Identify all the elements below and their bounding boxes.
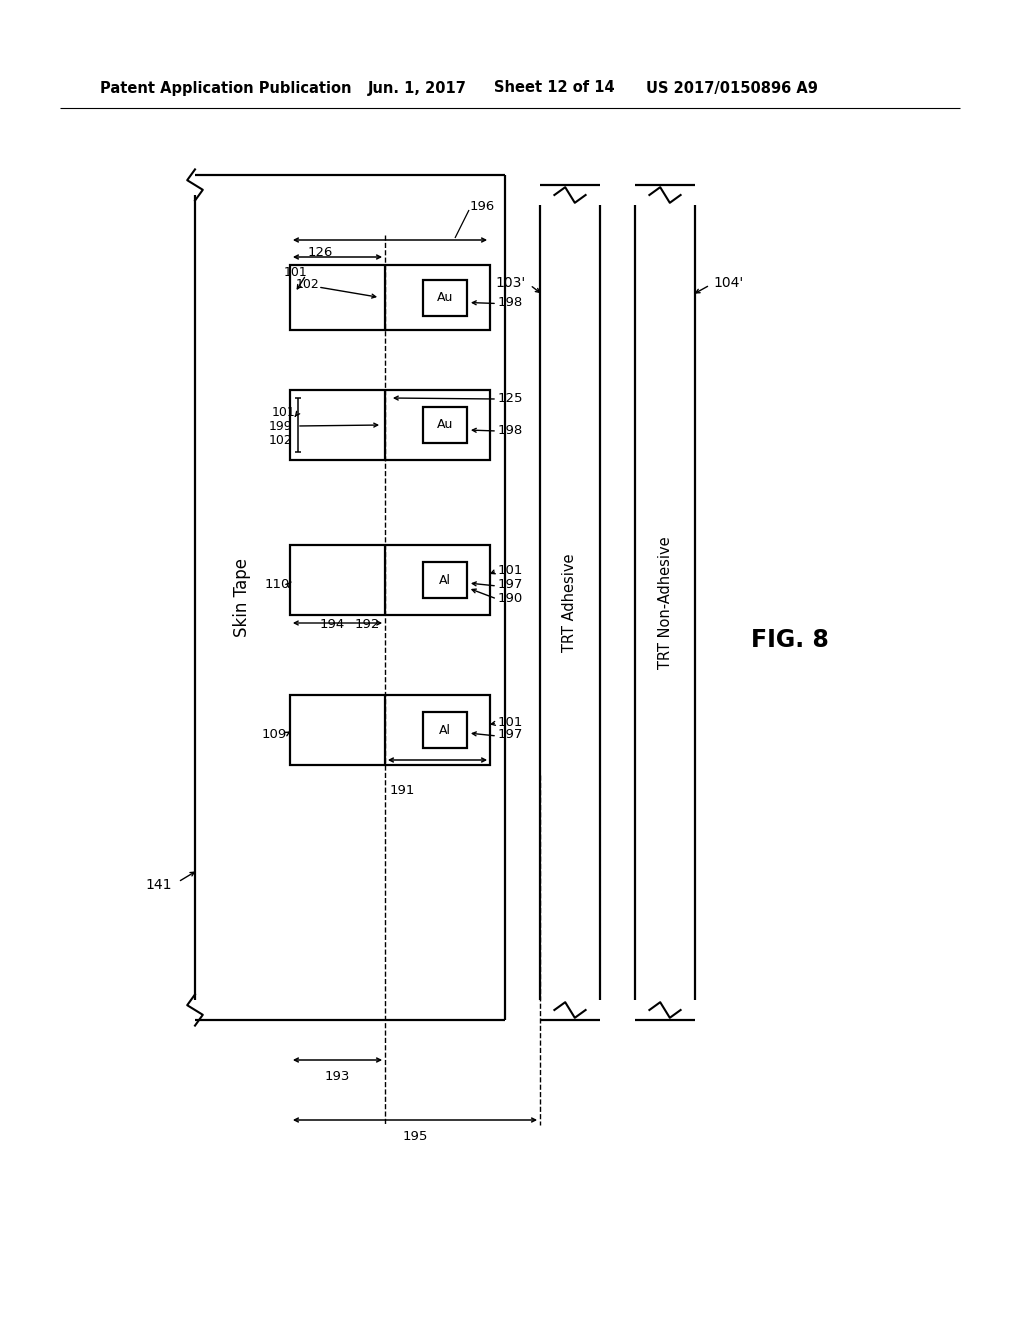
Text: US 2017/0150896 A9: US 2017/0150896 A9: [646, 81, 818, 95]
Text: Skin Tape: Skin Tape: [233, 558, 251, 638]
Text: 101: 101: [498, 564, 523, 577]
Text: Au: Au: [437, 290, 454, 304]
Text: 190: 190: [498, 591, 523, 605]
Bar: [290, 696, 490, 766]
Text: 101: 101: [271, 407, 295, 420]
Text: 198: 198: [498, 424, 523, 437]
Text: 101: 101: [284, 267, 307, 280]
Text: 197: 197: [498, 729, 523, 742]
Text: 191: 191: [390, 784, 416, 796]
Text: FIG. 8: FIG. 8: [751, 628, 829, 652]
Text: 104': 104': [713, 276, 743, 290]
Text: 101: 101: [498, 715, 523, 729]
Text: 194: 194: [319, 619, 345, 631]
Text: 196: 196: [470, 201, 496, 214]
Text: Al: Al: [439, 723, 451, 737]
Text: 199: 199: [268, 420, 292, 433]
Text: 126: 126: [307, 246, 333, 259]
Text: 197: 197: [498, 578, 523, 591]
Bar: [290, 265, 490, 330]
Text: 195: 195: [402, 1130, 428, 1143]
Text: TRT Adhesive: TRT Adhesive: [562, 553, 578, 652]
Bar: [423, 280, 467, 315]
Text: 125: 125: [498, 392, 523, 404]
Text: 141: 141: [145, 878, 172, 892]
Text: Sheet 12 of 14: Sheet 12 of 14: [494, 81, 614, 95]
Text: 103': 103': [496, 276, 526, 290]
Bar: [423, 711, 467, 748]
Bar: [290, 545, 490, 615]
Text: Patent Application Publication: Patent Application Publication: [100, 81, 351, 95]
Text: Al: Al: [439, 573, 451, 586]
Bar: [290, 389, 490, 459]
Bar: [423, 407, 467, 444]
Bar: [423, 562, 467, 598]
Text: 109: 109: [262, 729, 287, 742]
Text: Jun. 1, 2017: Jun. 1, 2017: [368, 81, 467, 95]
Text: 102: 102: [295, 279, 319, 292]
Text: 193: 193: [325, 1069, 350, 1082]
Text: 192: 192: [355, 619, 380, 631]
Text: Au: Au: [437, 418, 454, 432]
Text: 110: 110: [264, 578, 290, 591]
Text: TRT Non-Adhesive: TRT Non-Adhesive: [657, 536, 673, 669]
Text: 102: 102: [268, 433, 292, 446]
Text: 198: 198: [498, 296, 523, 309]
